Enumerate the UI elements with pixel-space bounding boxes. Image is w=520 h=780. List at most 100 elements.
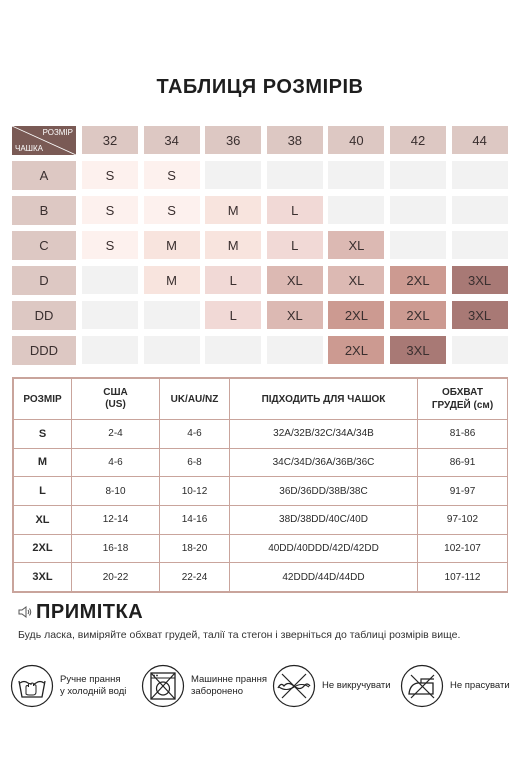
- size-cell: [266, 161, 323, 189]
- size-cell: L: [266, 231, 323, 259]
- care-label: Не прасувати: [450, 680, 510, 692]
- page-title: ТАБЛИЦЯ РОЗМІРІВ: [156, 76, 364, 98]
- care-line1: Не викручувати: [322, 680, 391, 691]
- size-cell: S: [143, 196, 200, 224]
- table-cell: 8-10: [71, 476, 160, 506]
- table-row: XL 12-14 14-16 38D/38DD/40C/40D 97-102: [13, 504, 508, 535]
- size-cell: [328, 161, 385, 189]
- cup-header: DDD: [12, 336, 76, 365]
- care-label: Не викручувати: [322, 680, 391, 692]
- band-header: 36: [205, 126, 262, 154]
- no-machine-wash-icon: [141, 664, 185, 708]
- table-row: S 2-4 4-6 32A/32B/32C/34A/34B 81-86: [13, 419, 508, 449]
- size-cell: [205, 161, 262, 189]
- care-hand-wash: Ручне прання у холодній воді: [10, 664, 126, 708]
- size-cell: [205, 336, 262, 364]
- care-line1: Машинне прання: [191, 674, 267, 685]
- table-cell: 14-16: [159, 504, 230, 535]
- table-header-row: РОЗМІР США (US) UK/AU/NZ ПІДХОДИТЬ ДЛЯ Ч…: [13, 378, 508, 420]
- cup-header: B: [12, 196, 76, 225]
- size-cell: M: [205, 196, 262, 224]
- table-cell: 18-20: [159, 533, 230, 564]
- size-cell: L: [205, 301, 262, 329]
- care-line2: заборонено: [191, 686, 243, 697]
- size-cell: M: [205, 231, 262, 259]
- care-no-iron: Не прасувати: [400, 664, 510, 708]
- size-cell: L: [266, 196, 323, 224]
- table-cell: 86-91: [417, 447, 508, 478]
- table-cell: 107-112: [417, 562, 508, 592]
- corner-size-label: РОЗМІР: [42, 128, 73, 137]
- table-cell: 40DD/40DDD/42D/42DD: [229, 533, 418, 564]
- table-cell: 20-22: [71, 562, 160, 592]
- table-cell: 6-8: [159, 447, 230, 478]
- size-cell: [143, 336, 200, 364]
- table-cell: 4-6: [159, 419, 230, 449]
- care-line1: Не прасувати: [450, 680, 510, 691]
- size-cell: XL: [266, 266, 323, 294]
- table-cell: XL: [13, 504, 72, 535]
- table-cell: 22-24: [159, 562, 230, 592]
- band-header: 40: [328, 126, 385, 154]
- table-cell: 102-107: [417, 533, 508, 564]
- col-us-label: США (US): [103, 387, 128, 410]
- size-cell: 3XL: [390, 336, 446, 364]
- diagonal-divider: [12, 126, 76, 155]
- table-cell: M: [13, 447, 72, 478]
- table-cell: 42DDD/44D/44DD: [229, 562, 418, 592]
- size-cell: [451, 231, 508, 259]
- no-wring-icon: [272, 664, 316, 708]
- size-cell: 2XL: [390, 266, 446, 294]
- size-cell: S: [82, 231, 138, 259]
- care-line2: у холодній воді: [60, 686, 127, 697]
- table-row: M 4-6 6-8 34C/34D/36A/36B/36C 86-91: [13, 447, 508, 478]
- size-cell: S: [82, 196, 138, 224]
- size-cell: [82, 336, 138, 364]
- table-cell: 2XL: [13, 533, 72, 564]
- care-label: Машинне прання заборонено: [191, 674, 267, 698]
- size-cell: L: [205, 266, 262, 294]
- size-cell: [390, 231, 446, 259]
- cup-header: A: [12, 161, 76, 190]
- col-us: США (US): [71, 378, 160, 420]
- table-row: 3XL 20-22 22-24 42DDD/44D/44DD 107-112: [13, 562, 508, 592]
- grid-corner: РОЗМІР ЧАШКА: [12, 126, 76, 155]
- size-cell: XL: [266, 301, 323, 329]
- size-cell: [266, 336, 323, 364]
- speaker-icon: [18, 606, 32, 618]
- care-line1: Ручне прання: [60, 674, 121, 685]
- size-cell: 2XL: [328, 301, 385, 329]
- table-cell: 4-6: [71, 447, 160, 478]
- care-no-wring: Не викручувати: [272, 664, 391, 708]
- band-header: 44: [451, 126, 508, 154]
- note-title: ПРИМІТКА: [36, 601, 144, 623]
- size-cell: [390, 161, 446, 189]
- table-cell: L: [13, 476, 72, 506]
- care-no-machine-wash: Машинне прання заборонено: [141, 664, 267, 708]
- table-cell: 10-12: [159, 476, 230, 506]
- table-row: L 8-10 10-12 36D/36DD/38B/38C 91-97: [13, 476, 508, 506]
- col-cups: ПІДХОДИТЬ ДЛЯ ЧАШОК: [229, 378, 418, 420]
- corner-cup-label: ЧАШКА: [15, 144, 43, 153]
- table-cell: 38D/38DD/40C/40D: [229, 504, 418, 535]
- size-cell: [451, 161, 508, 189]
- cup-header: DD: [12, 301, 76, 330]
- hand-wash-icon: [10, 664, 54, 708]
- care-label: Ручне прання у холодній воді: [60, 674, 126, 698]
- band-header: 38: [266, 126, 323, 154]
- size-cell: S: [82, 161, 138, 189]
- table-row: 2XL 16-18 18-20 40DD/40DDD/42D/42DD 102-107: [13, 533, 508, 564]
- table-cell: 81-86: [417, 419, 508, 449]
- table-cell: 2-4: [71, 419, 160, 449]
- band-header: 34: [143, 126, 200, 154]
- no-iron-icon: [400, 664, 444, 708]
- note-text: Будь ласка, виміряйте обхват грудей, тал…: [18, 629, 461, 641]
- size-cell: S: [143, 161, 200, 189]
- size-cell: [390, 196, 446, 224]
- col-uk: UK/AU/NZ: [159, 378, 230, 420]
- table-cell: 3XL: [13, 562, 72, 592]
- size-cell: 2XL: [390, 301, 446, 329]
- cup-header: D: [12, 266, 76, 295]
- band-header: 42: [390, 126, 446, 154]
- table-cell: 16-18: [71, 533, 160, 564]
